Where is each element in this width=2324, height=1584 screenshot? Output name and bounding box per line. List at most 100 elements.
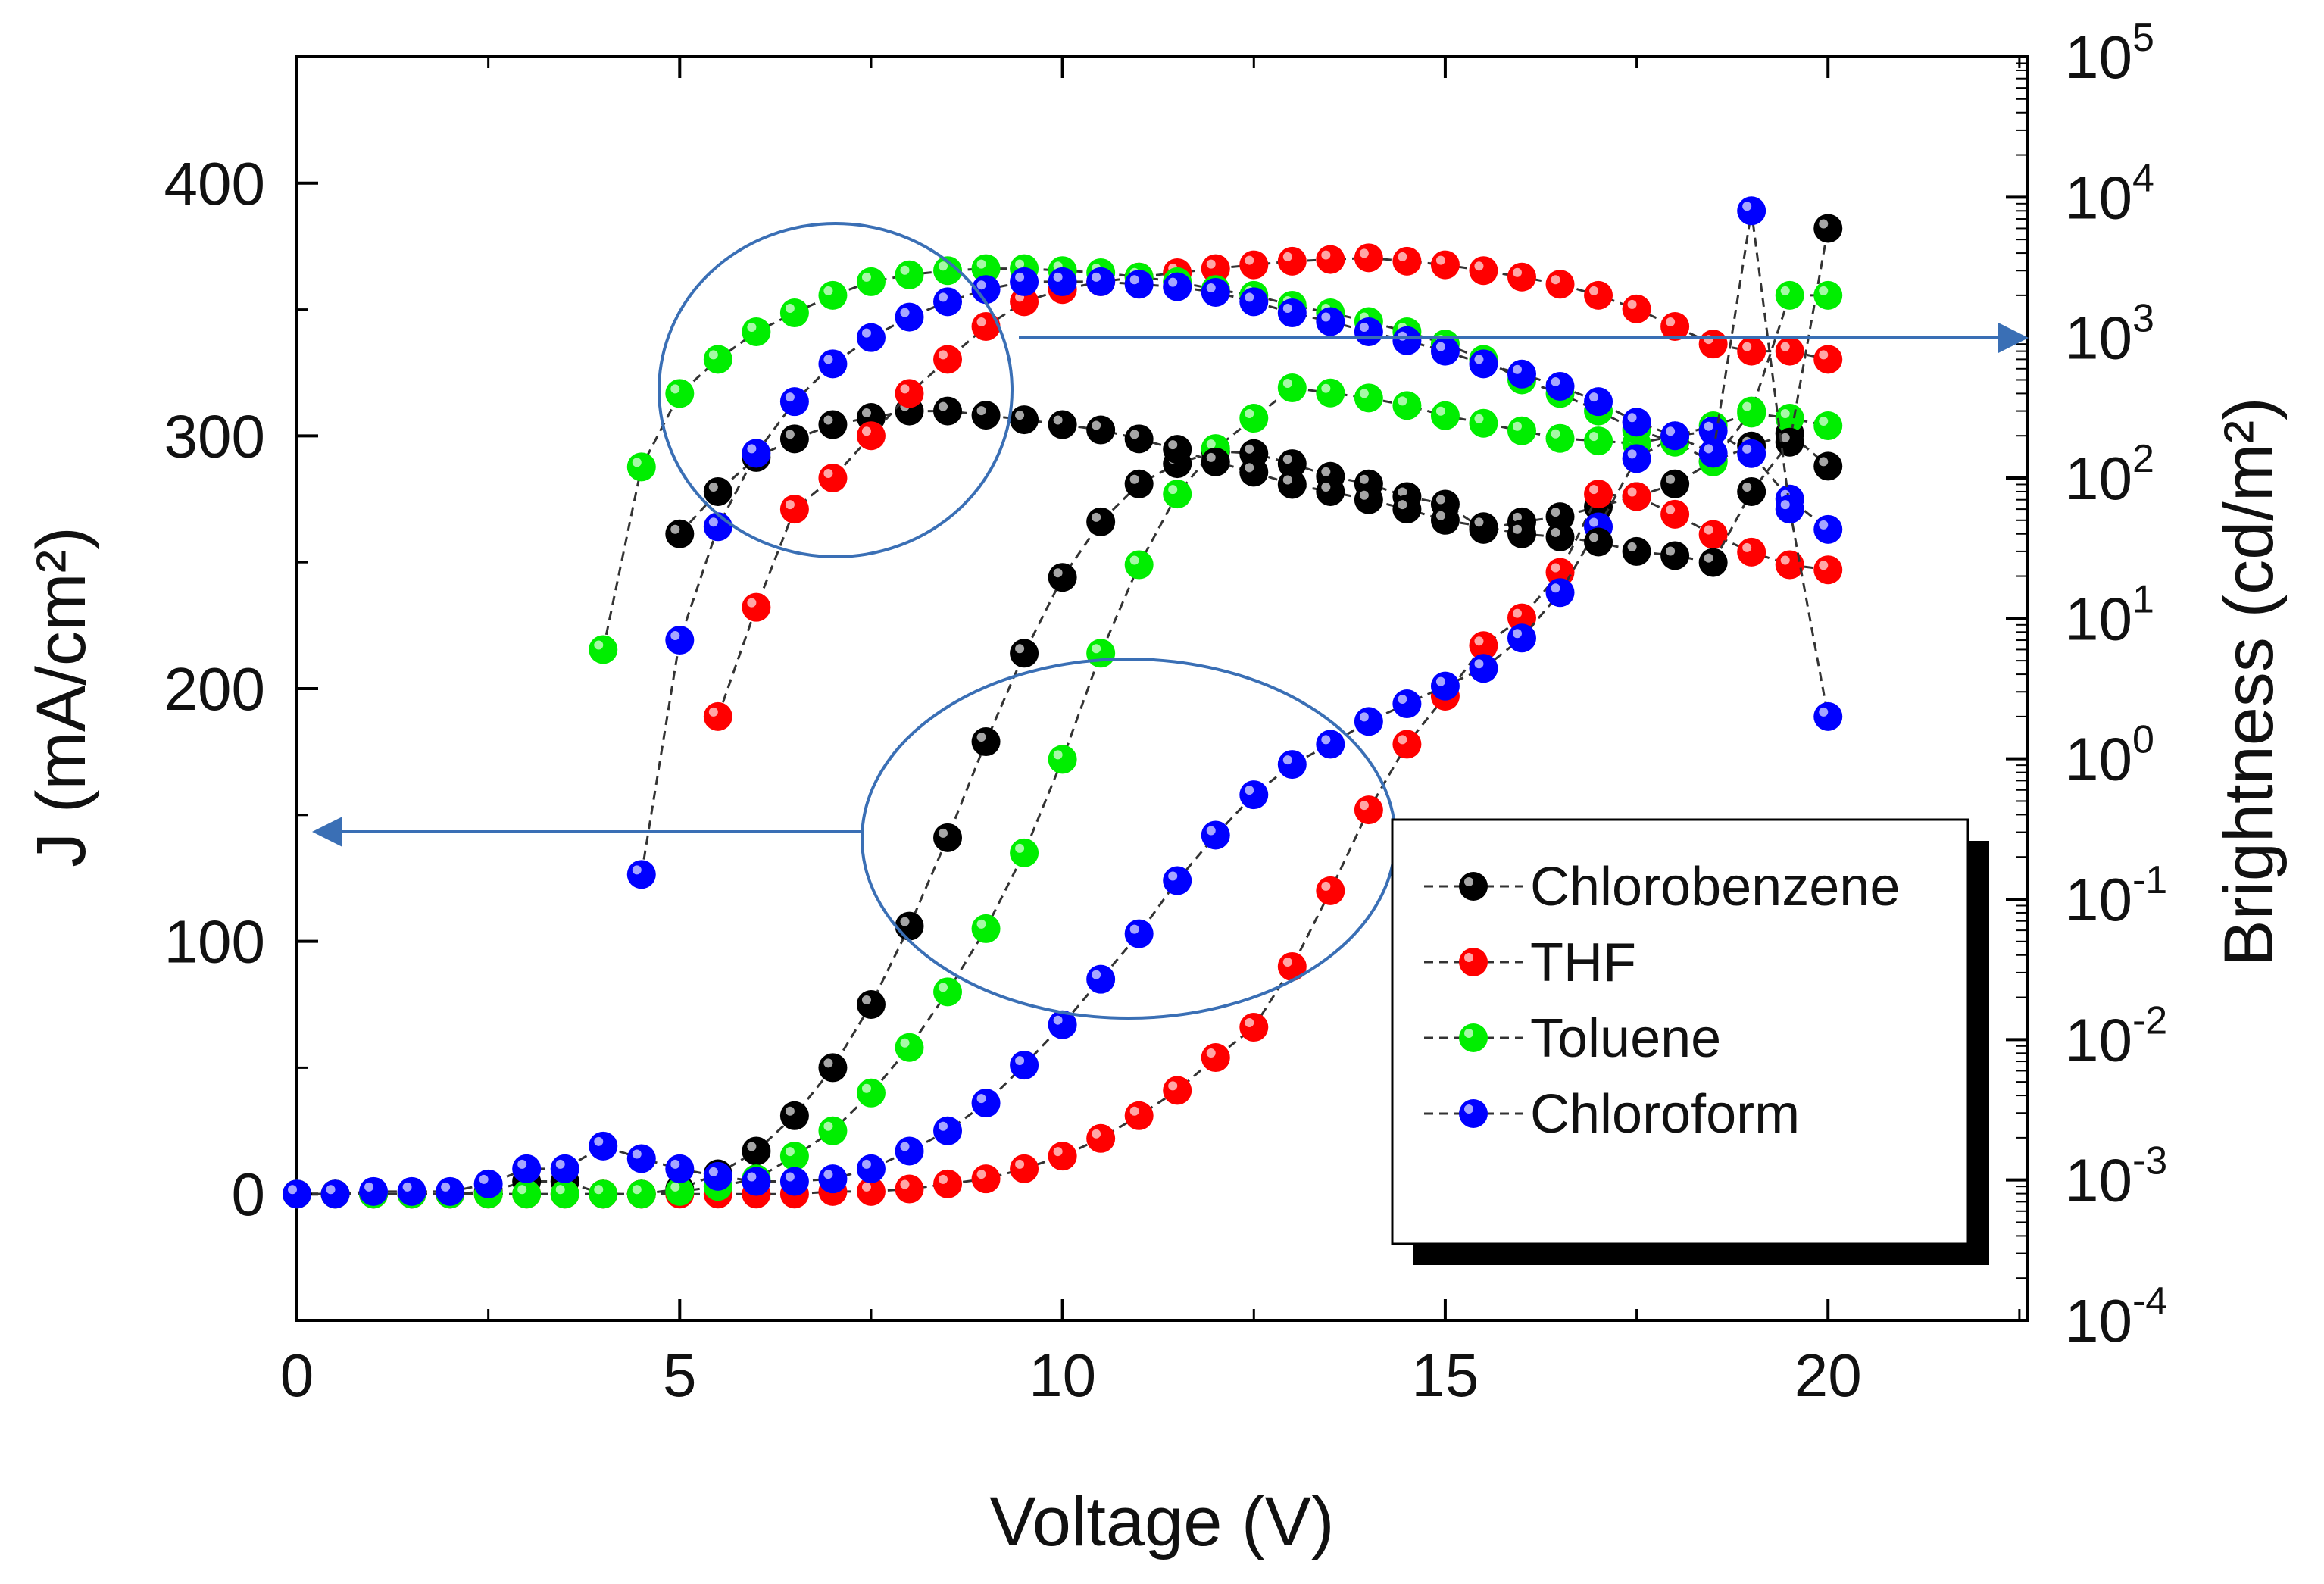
data-point-highlight <box>1780 409 1790 419</box>
data-point-highlight <box>1780 500 1790 510</box>
data-point-highlight <box>823 1121 833 1131</box>
data-point-highlight <box>1245 409 1254 419</box>
data-point <box>550 1154 579 1183</box>
data-point-highlight <box>1398 695 1407 705</box>
data-point <box>1507 416 1536 445</box>
data-point-highlight <box>555 1159 565 1169</box>
data-point <box>856 990 886 1019</box>
data-point <box>1660 469 1690 498</box>
data-point-highlight <box>1245 444 1254 454</box>
data-point-highlight <box>1321 735 1331 745</box>
data-point-highlight <box>1129 474 1139 484</box>
data-point-highlight <box>1780 286 1790 295</box>
data-point-highlight <box>1282 455 1292 464</box>
data-point <box>1277 750 1307 780</box>
data-point-highlight <box>670 384 680 394</box>
data-point <box>818 280 848 310</box>
data-point-highlight <box>1245 463 1254 473</box>
data-point <box>1507 623 1536 653</box>
y-left-tick-label: 0 <box>232 1161 266 1228</box>
data-point <box>626 1179 656 1209</box>
data-point <box>971 311 1001 341</box>
data-point <box>818 1164 848 1194</box>
data-point-highlight <box>288 1185 297 1195</box>
data-point <box>1048 267 1077 296</box>
data-point-highlight <box>939 828 948 838</box>
x-tick-label: 10 <box>1029 1342 1096 1409</box>
data-point-highlight <box>976 1170 986 1179</box>
data-point <box>1086 1123 1116 1153</box>
data-point-highlight <box>1092 420 1101 430</box>
data-point-highlight <box>900 265 910 275</box>
data-point <box>665 1154 695 1183</box>
data-point-highlight <box>1742 401 1752 411</box>
data-point-highlight <box>1474 261 1484 271</box>
data-point <box>1622 482 1651 511</box>
data-point <box>779 424 809 454</box>
data-point <box>1239 780 1269 810</box>
data-point <box>1124 1101 1154 1130</box>
data-point <box>1775 427 1804 457</box>
data-point <box>933 823 963 852</box>
legend-label: Chloroform <box>1530 1084 1800 1145</box>
data-point-highlight <box>1704 553 1713 563</box>
data-point-highlight <box>900 1179 910 1189</box>
data-point-highlight <box>747 444 757 454</box>
data-point-highlight <box>1129 924 1139 934</box>
data-point-highlight <box>708 707 718 717</box>
data-point <box>856 1078 886 1108</box>
data-point <box>895 1174 924 1204</box>
data-point-highlight <box>1206 283 1216 292</box>
data-point-highlight <box>1551 563 1560 573</box>
data-point <box>1086 267 1116 296</box>
data-point <box>1813 280 1843 310</box>
data-point-highlight <box>1359 474 1369 484</box>
data-point-highlight <box>1321 467 1331 476</box>
data-point <box>895 302 924 332</box>
data-point-highlight <box>1704 525 1713 535</box>
data-point-highlight <box>1321 881 1331 891</box>
data-point-highlight <box>1589 485 1599 495</box>
data-point-highlight <box>976 406 986 416</box>
series-layer <box>283 196 1843 1209</box>
data-point-highlight <box>1206 259 1216 269</box>
data-point-highlight <box>632 865 642 875</box>
legend-label: THF <box>1530 933 1636 993</box>
data-point-highlight <box>670 524 680 534</box>
data-point-highlight <box>861 426 871 436</box>
data-point <box>1392 730 1422 759</box>
data-point <box>1010 267 1039 296</box>
data-point-highlight <box>1666 317 1676 326</box>
data-point <box>703 345 732 374</box>
data-point-highlight <box>1589 533 1599 542</box>
data-point-highlight <box>1742 542 1752 552</box>
data-point <box>895 260 924 289</box>
data-point-highlight <box>1359 801 1369 811</box>
data-point-highlight <box>1474 355 1484 364</box>
data-point-highlight <box>1742 342 1752 351</box>
data-point-highlight <box>823 469 833 478</box>
data-point-highlight <box>1435 406 1445 416</box>
data-point-highlight <box>785 430 795 439</box>
y-left-axis-title: J (mA/cm²) <box>23 526 100 867</box>
data-point <box>856 267 886 296</box>
data-point-highlight <box>861 408 871 418</box>
data-point-highlight <box>976 280 986 290</box>
data-point-highlight <box>1819 520 1829 530</box>
data-point-highlight <box>1627 542 1637 551</box>
data-point <box>742 317 771 346</box>
x-tick-label: 0 <box>280 1342 314 1409</box>
data-point <box>359 1176 389 1206</box>
data-point-highlight <box>1282 304 1292 314</box>
data-point-highlight <box>1206 439 1216 449</box>
data-point-highlight <box>1512 512 1522 522</box>
data-point-highlight <box>1053 568 1063 578</box>
data-point-highlight <box>1359 712 1369 722</box>
legend-item-toluene: Toluene <box>1424 1008 1721 1069</box>
data-point <box>1086 507 1116 536</box>
data-point-highlight <box>785 1106 795 1116</box>
data-point-highlight <box>976 317 986 326</box>
data-point-highlight <box>976 1094 986 1104</box>
y-right-tick-label: 105 <box>2065 16 2154 91</box>
data-point-highlight <box>1053 1147 1063 1157</box>
